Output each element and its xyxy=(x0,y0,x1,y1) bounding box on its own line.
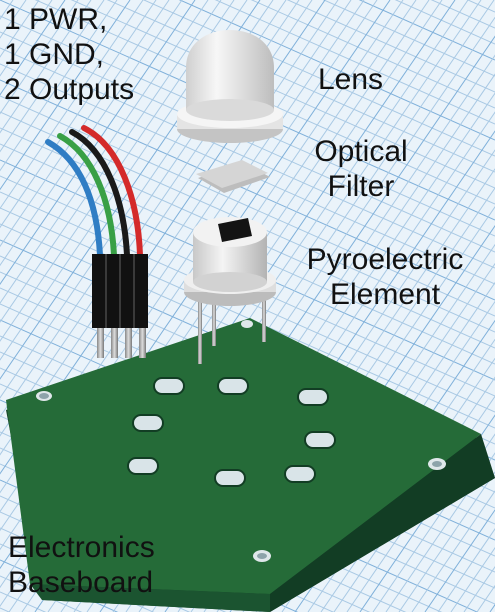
grid-line xyxy=(0,0,144,210)
grid-line xyxy=(0,0,183,267)
sensor-lead xyxy=(212,298,216,346)
grid-line xyxy=(0,0,222,323)
grid-line xyxy=(0,0,196,286)
grid-line xyxy=(0,0,92,134)
connector-callout-line: 1 GND, xyxy=(4,38,105,71)
grid-line xyxy=(0,0,79,115)
pyroelectric-callout-line: Element xyxy=(329,278,441,311)
board-slot xyxy=(132,414,164,432)
grid-line xyxy=(0,79,495,301)
grid-line xyxy=(214,0,495,125)
grid-line xyxy=(411,490,495,612)
optical-filter-callout-line: Filter xyxy=(327,170,395,203)
sensor-window xyxy=(218,218,252,242)
connector-pin xyxy=(139,328,146,358)
board-slot xyxy=(284,465,316,483)
baseboard-callout: Electronics Baseboard xyxy=(8,530,155,600)
grid-line xyxy=(250,0,495,109)
sensor-lead xyxy=(262,290,266,342)
grid-line xyxy=(394,0,495,45)
mounting-hole xyxy=(428,458,446,470)
grid-line xyxy=(385,452,495,612)
grid-line xyxy=(322,0,495,77)
connector-callout-line: 1 PWR, xyxy=(4,3,108,36)
grid-line xyxy=(0,47,495,269)
pyroelectric-callout: Pyroelectric Element xyxy=(287,242,483,312)
board-slot xyxy=(153,377,185,395)
grid-line xyxy=(0,0,118,172)
optical-filter-callout-line: Optical xyxy=(314,135,408,168)
grid-line xyxy=(372,433,495,612)
grid-line xyxy=(0,207,495,429)
connector-pin xyxy=(97,328,104,358)
grid-line xyxy=(178,0,495,141)
lens xyxy=(177,30,283,143)
wire-bundle xyxy=(45,125,143,258)
wire-black xyxy=(69,129,130,258)
grid-line xyxy=(0,0,365,532)
grid-line xyxy=(0,0,157,229)
four-pin-connector xyxy=(92,254,148,358)
mounting-hole xyxy=(241,320,253,328)
grid-line xyxy=(0,0,105,153)
sensor-lead xyxy=(198,292,202,364)
mounting-hole xyxy=(253,550,271,562)
wire-red xyxy=(81,125,143,258)
grid-line xyxy=(0,0,170,248)
pyroelectric-callout-line: Pyroelectric xyxy=(306,243,464,276)
board-slot xyxy=(304,431,336,449)
pyroelectric-element xyxy=(184,217,276,364)
baseboard-callout-line: Baseboard xyxy=(8,566,154,599)
connector-callout-line: 2 Outputs xyxy=(4,73,135,106)
grid-line xyxy=(398,471,495,612)
board-slot xyxy=(214,469,246,487)
grid-line xyxy=(0,95,495,317)
board-slot xyxy=(297,388,329,406)
lens-callout: Lens xyxy=(318,63,384,96)
grid-line xyxy=(0,0,235,342)
connector-pin xyxy=(125,328,132,358)
grid-line xyxy=(0,0,131,191)
optical-filter-callout: Optical Filter xyxy=(300,134,422,204)
mounting-hole xyxy=(36,391,52,401)
grid-line xyxy=(0,0,248,361)
connector-pin xyxy=(111,328,118,358)
baseboard-callout-line: Electronics xyxy=(8,531,155,564)
grid-line xyxy=(286,0,495,93)
connector-callout: 1 PWR, 1 GND, 2 Outputs xyxy=(4,2,134,107)
grid-line xyxy=(0,0,209,304)
electronics-baseboard xyxy=(6,318,495,612)
board-slot xyxy=(127,457,159,475)
wire-green xyxy=(57,133,117,258)
optical-filter xyxy=(196,160,270,193)
wire-blue xyxy=(45,139,103,258)
board-slot xyxy=(217,377,249,395)
